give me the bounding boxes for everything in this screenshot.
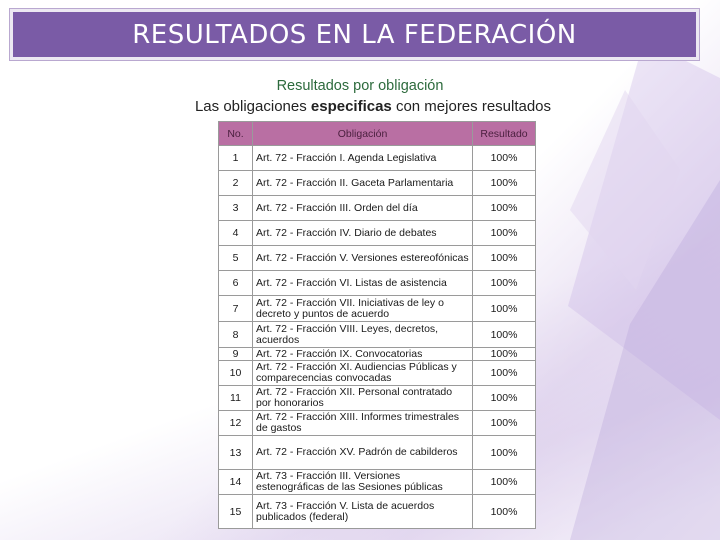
row-obligacion: Art. 72 - Fracción VII. Iniciativas de l… bbox=[252, 295, 473, 322]
description-start: Las obligaciones bbox=[194, 98, 311, 115]
row-resultado: 100% bbox=[472, 360, 536, 386]
row-number: 14 bbox=[218, 469, 253, 495]
row-resultado: 100% bbox=[472, 321, 536, 348]
title-banner: RESULTADOS EN LA FEDERACIÓN bbox=[10, 9, 699, 60]
row-obligacion: Art. 72 - Fracción XII. Personal contrat… bbox=[252, 385, 473, 411]
description: Las obligaciones especificas con mejores… bbox=[0, 98, 720, 115]
background-facet bbox=[570, 180, 720, 540]
table-row: 10 Art. 72 - Fracción XI. Audiencias Públ… bbox=[218, 360, 536, 386]
row-obligacion: Art. 72 - Fracción VI. Listas de asisten… bbox=[252, 270, 473, 296]
table-row: 13 Art. 72 - Fracción XV. Padrón de cabil… bbox=[218, 435, 536, 470]
row-resultado: 100% bbox=[472, 410, 536, 436]
row-number: 8 bbox=[218, 321, 253, 348]
table-row: 7 Art. 72 - Fracción VII. Iniciativas de … bbox=[218, 295, 536, 322]
description-end: con mejores resultados bbox=[391, 98, 552, 115]
row-resultado: 100% bbox=[472, 245, 536, 271]
row-number: 5 bbox=[218, 245, 253, 271]
table-row: 6 Art. 72 - Fracción VI. Listas de asiste… bbox=[218, 270, 536, 296]
row-obligacion: Art. 73 - Fracción V. Lista de acuerdos … bbox=[252, 494, 473, 529]
row-resultado: 100% bbox=[472, 220, 536, 246]
row-number: 1 bbox=[218, 145, 253, 171]
table-row: 3 Art. 72 - Fracción III. Orden del día 10… bbox=[218, 195, 536, 221]
table-body: 1 Art. 72 - Fracción I. Agenda Legislativ… bbox=[218, 145, 536, 529]
row-number: 7 bbox=[218, 295, 253, 322]
row-resultado: 100% bbox=[472, 494, 536, 529]
row-number: 2 bbox=[218, 170, 253, 196]
row-obligacion: Art. 72 - Fracción XI. Audiencias Públic… bbox=[252, 360, 473, 386]
row-resultado: 100% bbox=[472, 385, 536, 411]
row-resultado: 100% bbox=[472, 195, 536, 221]
row-resultado: 100% bbox=[472, 145, 536, 171]
table-row: 5 Art. 72 - Fracción V. Versiones estereo… bbox=[218, 245, 536, 271]
row-obligacion: Art. 73 - Fracción III. Versiones esteno… bbox=[252, 469, 473, 495]
row-resultado: 100% bbox=[472, 170, 536, 196]
row-number: 9 bbox=[218, 347, 253, 361]
page-title: RESULTADOS EN LA FEDERACIÓN bbox=[132, 19, 577, 50]
table-row: 1 Art. 72 - Fracción I. Agenda Legislativ… bbox=[218, 145, 536, 171]
background-facet bbox=[568, 40, 720, 420]
row-number: 12 bbox=[218, 410, 253, 436]
description-emphasis: especificas bbox=[310, 98, 392, 115]
column-header-obligacion: Obligación bbox=[252, 121, 473, 146]
row-resultado: 100% bbox=[472, 270, 536, 296]
table-row: 15 Art. 73 - Fracción V. Lista de acuerdo… bbox=[218, 494, 536, 529]
column-header-no: No. bbox=[218, 121, 253, 146]
table-row: 12 Art. 72 - Fracción XIII. Informes trim… bbox=[218, 410, 536, 436]
row-number: 4 bbox=[218, 220, 253, 246]
row-number: 11 bbox=[218, 385, 253, 411]
row-obligacion: Art. 72 - Fracción IX. Convocatorias bbox=[252, 347, 473, 361]
subtitle: Resultados por obligación bbox=[276, 78, 444, 94]
row-resultado: 100% bbox=[472, 469, 536, 495]
results-table: No. Obligación Resultado 1 Art. 72 - Frac… bbox=[218, 121, 536, 529]
row-obligacion: Art. 72 - Fracción IV. Diario de debates bbox=[252, 220, 473, 246]
table-row: 2 Art. 72 - Fracción II. Gaceta Parlament… bbox=[218, 170, 536, 196]
row-obligacion: Art. 72 - Fracción XV. Padrón de cabilde… bbox=[252, 435, 473, 470]
row-resultado: 100% bbox=[472, 347, 536, 361]
row-resultado: 100% bbox=[472, 435, 536, 470]
row-number: 13 bbox=[218, 435, 253, 470]
row-number: 3 bbox=[218, 195, 253, 221]
table-row: 8 Art. 72 - Fracción VIII. Leyes, decreto… bbox=[218, 321, 536, 348]
table-row: 11 Art. 72 - Fracción XII. Personal contr… bbox=[218, 385, 536, 411]
table-row: 4 Art. 72 - Fracción IV. Diario de debate… bbox=[218, 220, 536, 246]
row-obligacion: Art. 72 - Fracción XIII. Informes trimes… bbox=[252, 410, 473, 436]
row-obligacion: Art. 72 - Fracción VIII. Leyes, decretos… bbox=[252, 321, 473, 348]
row-obligacion: Art. 72 - Fracción V. Versiones estereof… bbox=[252, 245, 473, 271]
row-number: 10 bbox=[218, 360, 253, 386]
row-obligacion: Art. 72 - Fracción III. Orden del día bbox=[252, 195, 473, 221]
row-obligacion: Art. 72 - Fracción I. Agenda Legislativa bbox=[252, 145, 473, 171]
row-number: 6 bbox=[218, 270, 253, 296]
row-resultado: 100% bbox=[472, 295, 536, 322]
column-header-resultado: Resultado bbox=[472, 121, 536, 146]
row-number: 15 bbox=[218, 494, 253, 529]
table-row: 14 Art. 73 - Fracción III. Versiones este… bbox=[218, 469, 536, 495]
table-header-row: No. Obligación Resultado bbox=[218, 121, 536, 146]
table-row: 9 Art. 72 - Fracción IX. Convocatorias 100… bbox=[218, 347, 536, 361]
background-facet bbox=[570, 90, 680, 290]
row-obligacion: Art. 72 - Fracción II. Gaceta Parlamenta… bbox=[252, 170, 473, 196]
